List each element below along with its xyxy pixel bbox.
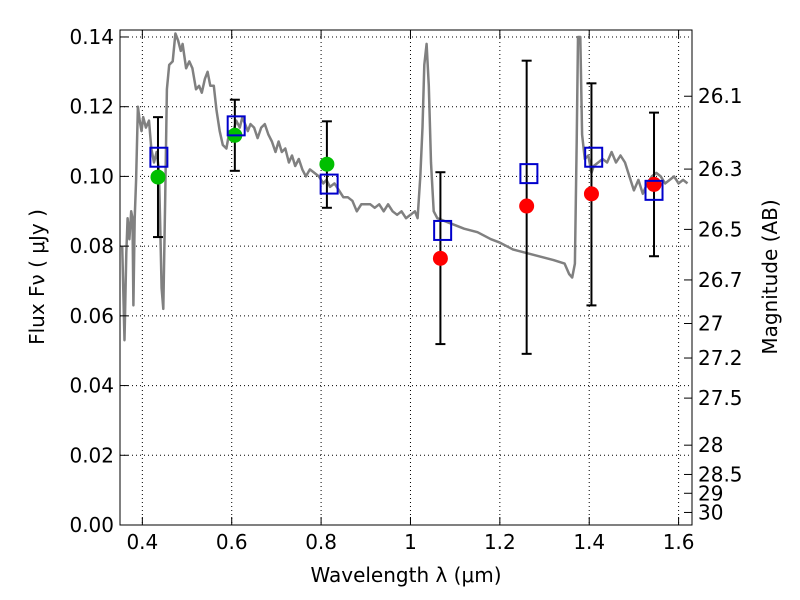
data-point [583,186,599,202]
y2-tick-label: 26.5 [698,217,743,241]
y2-tick-label: 29 [698,481,723,505]
plot-frame [119,29,693,526]
plot-background [120,30,692,525]
data-point [319,156,335,172]
model-point [319,173,339,195]
model-point [519,163,539,185]
y2-tick-label: 26.7 [698,268,743,292]
y2-tick-label: 27.5 [698,386,743,410]
y2-tick-label: 26.3 [698,157,743,181]
y-tick-label: 0.02 [69,443,114,467]
y-tick-label: 0.08 [69,234,114,258]
y2-axis-label: Magnitude (AB) [758,199,782,354]
y2-tick-label: 26.1 [698,84,743,108]
x-axis-label: Wavelength λ (μm) [310,563,501,587]
y-tick-label: 0.14 [69,25,114,49]
ticks: 0.4 0.6 0.8 1 1.2 1.4 1.6 0.00 0.02 0.04 0.06 0.08 0… [69,25,742,554]
y2-tick-label: 30 [698,500,723,524]
y-tick-label: 0.12 [69,95,114,119]
data-point [150,169,166,185]
data-point [432,250,448,266]
y-tick-label: 0.06 [69,304,114,328]
y2-tick-label: 28 [698,433,723,457]
model-point [584,146,604,168]
y-tick-label: 0.00 [69,513,114,537]
grid [120,30,692,525]
y2-tick-label: 27 [698,312,723,336]
y-tick-label: 0.10 [69,164,114,188]
y-tick-label: 0.04 [69,374,114,398]
x-tick-label: 0.4 [126,530,158,554]
x-tick-label: 0.8 [305,530,337,554]
x-tick-label: 1.4 [573,530,605,554]
x-tick-label: 1 [404,530,417,554]
x-tick-label: 1.2 [484,530,516,554]
x-tick-label: 1.6 [663,530,695,554]
x-tick-label: 0.6 [216,530,248,554]
data-point [519,198,535,214]
marker-layer [149,59,664,355]
y2-tick-label: 27.2 [698,346,743,370]
y-axis-label: Flux Fν ( μJy ) [25,209,49,345]
model-point [644,179,664,201]
model-point [226,115,246,137]
model-point [433,219,453,241]
y2-tick-label: 28.5 [698,462,743,486]
data-point [646,176,662,192]
model-point [149,146,169,168]
